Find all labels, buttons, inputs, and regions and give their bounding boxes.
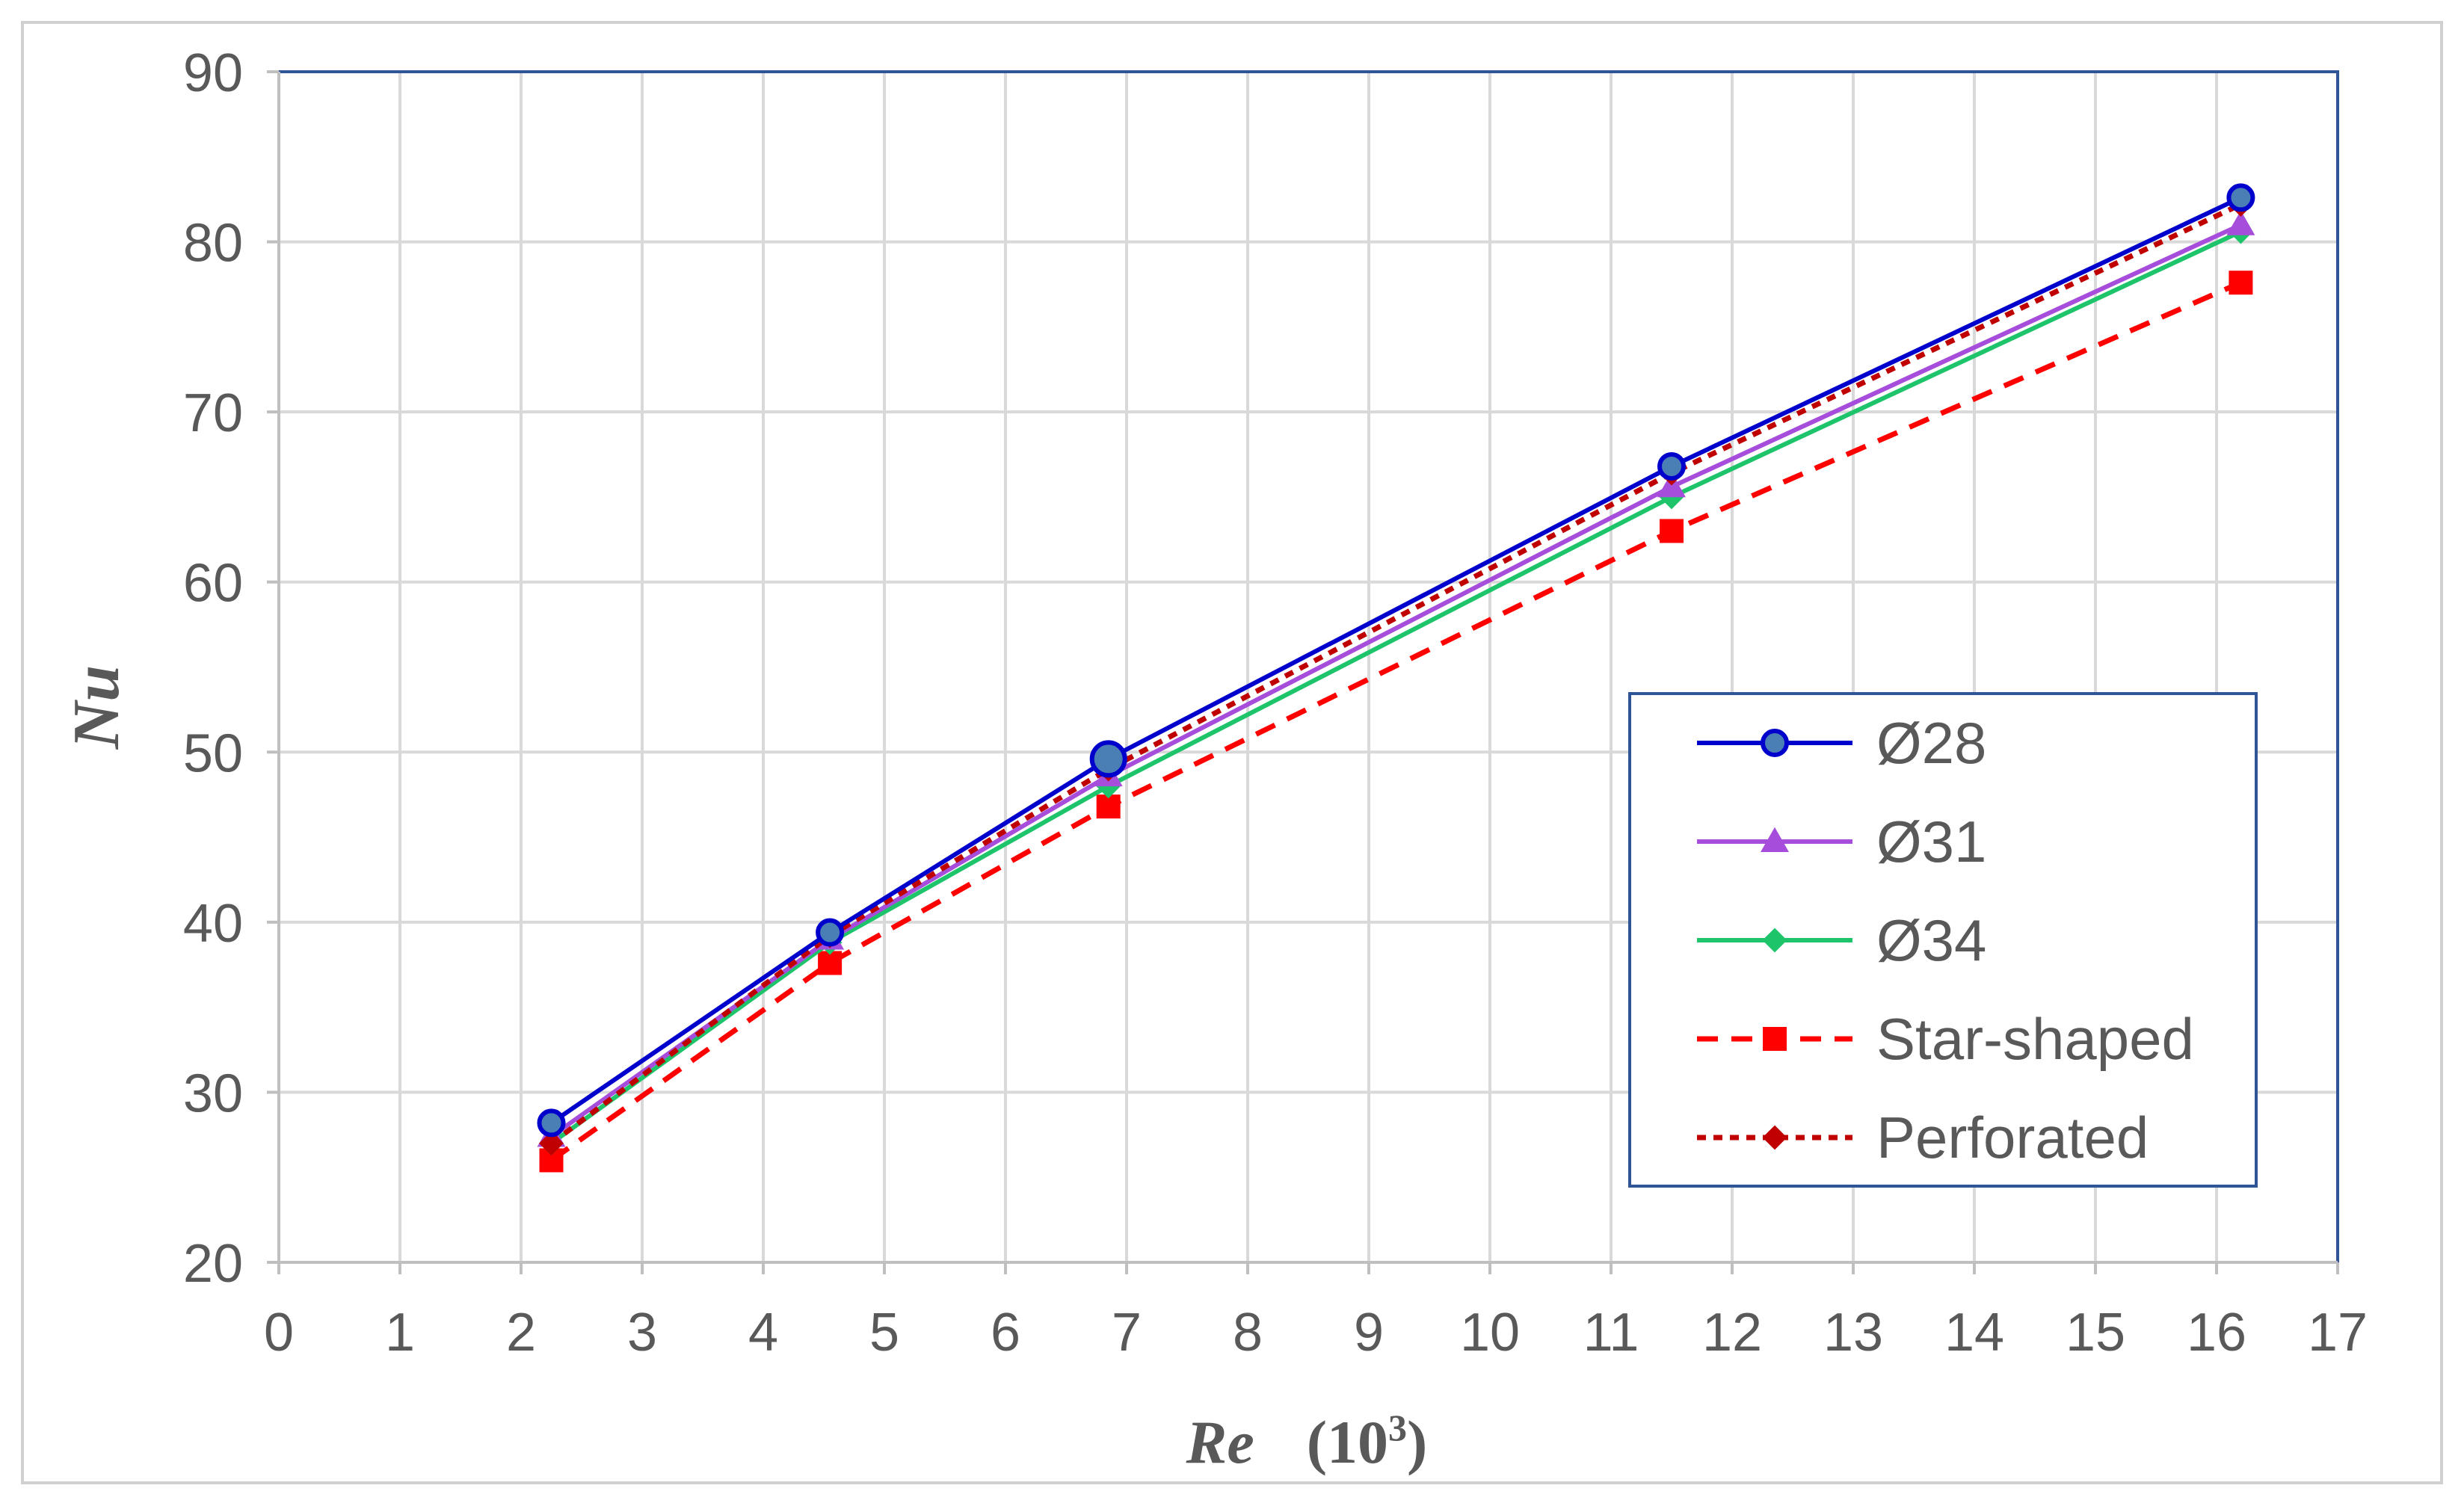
y-tick-label: 90 <box>183 43 243 103</box>
x-tick-label: 9 <box>1354 1303 1384 1363</box>
x-axis-title-unit: (10 <box>1307 1408 1388 1476</box>
y-tick-label: 80 <box>183 214 243 274</box>
legend: Ø28 Ø31 Ø34 Star-shaped Perforated <box>1628 692 2258 1188</box>
legend-swatch-marker <box>1762 928 1787 953</box>
legend-label: Star-shaped <box>1876 1006 2194 1072</box>
legend-item-star-shaped: Star-shaped <box>1697 1006 2194 1072</box>
legend-swatch-marker <box>1762 1125 1787 1150</box>
y-tick-label: 60 <box>183 554 243 614</box>
legend-label: Ø28 <box>1876 710 1986 776</box>
x-axis-title-var: Re <box>1186 1408 1254 1476</box>
series-star-shaped-point <box>2229 271 2253 295</box>
x-tick-label: 7 <box>1112 1303 1142 1363</box>
legend-swatch-marker <box>1763 1027 1787 1051</box>
legend-swatch-marker <box>1761 827 1789 852</box>
series-28-point <box>537 1108 566 1138</box>
series-28-point <box>1089 740 1127 778</box>
x-tick-label: 16 <box>2187 1303 2246 1363</box>
y-tick-label: 20 <box>183 1234 243 1294</box>
legend-swatch-marker <box>1761 729 1789 757</box>
legend-label: Ø31 <box>1876 809 1986 874</box>
legend-item-34: Ø34 <box>1697 907 1986 973</box>
x-tick-label: 13 <box>1823 1303 1883 1363</box>
x-tick-label: 1 <box>385 1303 415 1363</box>
series-perforated-line <box>549 202 2242 1146</box>
x-axis-title-exponent: 3 <box>1388 1407 1407 1448</box>
x-tick-label: 4 <box>748 1303 778 1363</box>
y-tick-label: 50 <box>183 723 243 783</box>
series-28-point <box>816 918 845 947</box>
series-group <box>537 183 2255 1173</box>
series-star-shaped-point <box>1096 794 1121 819</box>
legend-label: Ø34 <box>1876 907 1986 973</box>
series-star-shaped-point <box>818 951 843 975</box>
axes: 0 1 2 3 4 5 6 7 8 9 10 11 12 13 14 15 16 1720304050607080… <box>183 43 2368 1363</box>
x-tick-label: 2 <box>506 1303 536 1363</box>
x-tick-label: 6 <box>991 1303 1020 1363</box>
series-perforated-point <box>539 1131 564 1156</box>
x-tick-label: 3 <box>627 1303 657 1363</box>
x-axis-title: Re (103) <box>1186 1407 1428 1476</box>
x-tick-label: 15 <box>2066 1303 2125 1363</box>
y-tick-label: 30 <box>183 1064 243 1123</box>
x-axis-title-close: ) <box>1407 1408 1427 1476</box>
series-28-point <box>2226 183 2255 212</box>
x-tick-label: 10 <box>1460 1303 1520 1363</box>
legend-item-31: Ø31 <box>1697 809 1986 874</box>
series-28-point <box>1657 451 1686 481</box>
y-tick-label: 40 <box>183 894 243 954</box>
x-tick-label: 8 <box>1233 1303 1263 1363</box>
x-tick-label: 0 <box>264 1303 294 1363</box>
x-tick-label: 12 <box>1702 1303 1762 1363</box>
legend-label: Perforated <box>1876 1105 2149 1170</box>
series-star-shaped-point <box>1660 519 1684 543</box>
y-axis-title: Nu <box>61 665 133 750</box>
series-28 <box>537 183 2255 1138</box>
series-31-point <box>2226 210 2255 235</box>
x-tick-label: 17 <box>2308 1303 2368 1363</box>
legend-item-perforated: Perforated <box>1697 1105 2149 1170</box>
x-tick-label: 11 <box>1583 1303 1639 1363</box>
x-tick-label: 14 <box>1944 1303 2004 1363</box>
legend-item-28: Ø28 <box>1697 710 1986 776</box>
y-tick-label: 70 <box>183 383 243 443</box>
x-tick-label: 5 <box>869 1303 899 1363</box>
